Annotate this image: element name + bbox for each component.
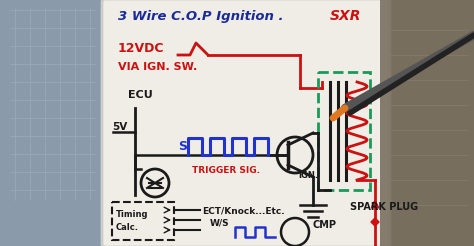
Text: SPARK PLUG: SPARK PLUG	[350, 202, 418, 212]
Text: 5V: 5V	[112, 122, 127, 132]
Text: SXR: SXR	[330, 9, 361, 23]
Text: Calc.: Calc.	[116, 223, 139, 232]
Text: ECU: ECU	[128, 90, 153, 100]
Polygon shape	[371, 218, 379, 226]
Text: W/S: W/S	[210, 218, 229, 227]
Bar	[112, 202, 174, 240]
Text: S: S	[178, 140, 187, 153]
Text: 3 Wire C.O.P Ignition .: 3 Wire C.O.P Ignition .	[118, 10, 283, 23]
Text: ECT/Knock...Etc.: ECT/Knock...Etc.	[202, 206, 284, 215]
Bar	[318, 72, 370, 190]
Text: 12VDC: 12VDC	[118, 42, 164, 55]
Text: Timing: Timing	[116, 210, 148, 219]
Bar	[385, 0, 474, 246]
Text: IGN.: IGN.	[298, 171, 318, 180]
Bar	[380, 0, 474, 246]
FancyBboxPatch shape	[102, 0, 390, 246]
Text: CMP: CMP	[313, 220, 337, 230]
Bar	[0, 0, 112, 246]
Text: VIA IGN. SW.: VIA IGN. SW.	[118, 62, 197, 72]
Text: TRIGGER SIG.: TRIGGER SIG.	[192, 166, 260, 175]
